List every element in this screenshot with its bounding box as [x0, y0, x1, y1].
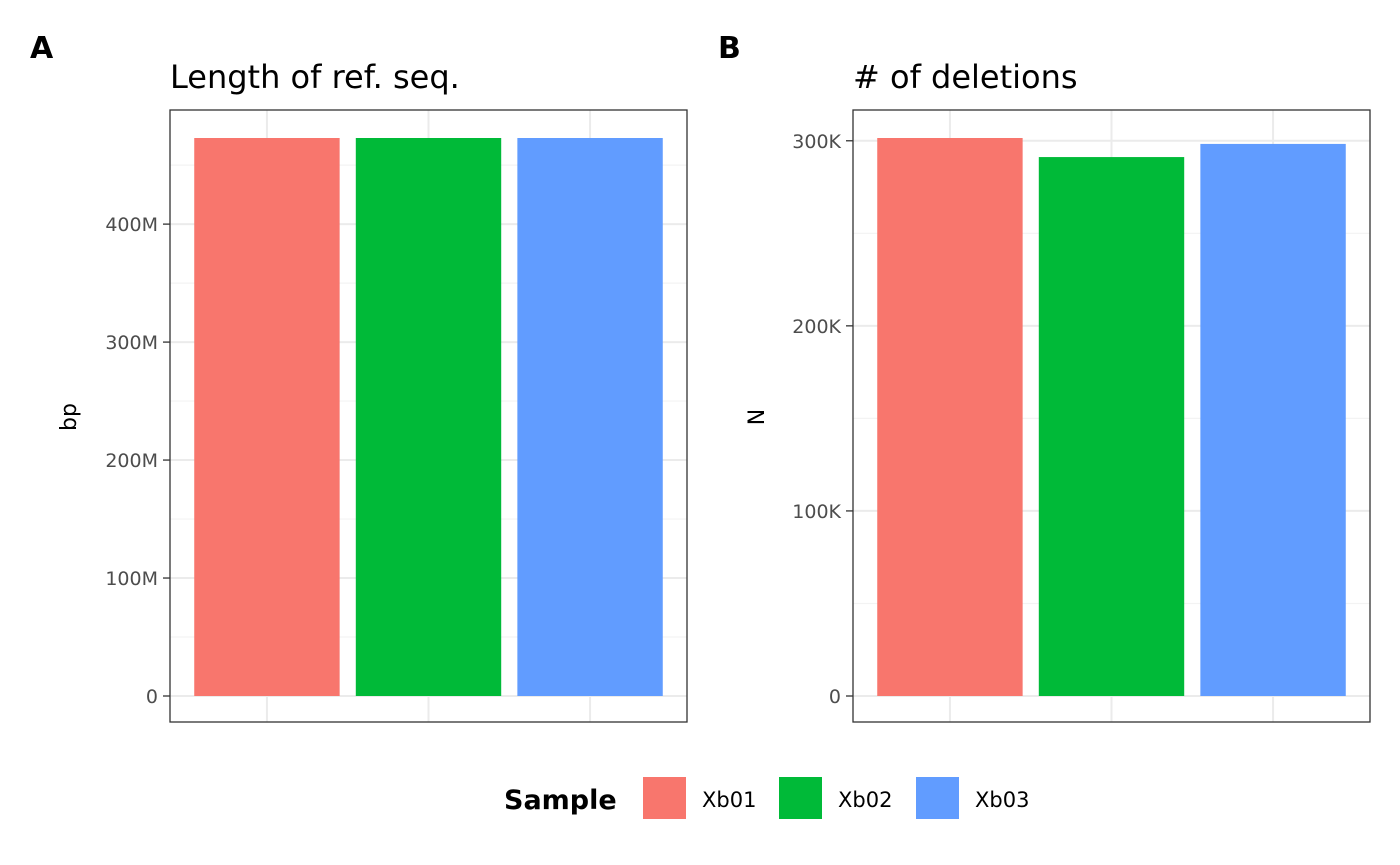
panel-a-y-tick-label: 200M: [105, 450, 158, 472]
panel-a-y-ticks: 0 100M 200M 300M 400M: [105, 214, 170, 708]
panel-a: A Length of ref. seq. bp 0 100M 200M 300M 40…: [30, 31, 688, 723]
panel-a-bar-xb03: [517, 138, 663, 696]
panel-a-bar-xb01: [194, 138, 340, 696]
panel-a-tag: A: [30, 31, 54, 66]
panel-b-bar-xb02: [1038, 157, 1185, 696]
panel-a-bar-xb02: [355, 138, 502, 696]
panel-a-y-tick-label: 100M: [105, 568, 158, 590]
panel-a-y-tick-label: 400M: [105, 214, 158, 236]
panel-b-title: # of deletions: [853, 58, 1078, 96]
panel-b-y-axis-label: N: [745, 409, 770, 425]
legend-key-xb02: [779, 777, 822, 819]
panel-b-tag: B: [718, 31, 741, 66]
legend-label-xb03: Xb03: [975, 788, 1029, 812]
panel-b: B # of deletions N 0 100K 200K 300K: [718, 31, 1371, 723]
legend-key-xb01: [643, 777, 686, 819]
panel-a-title: Length of ref. seq.: [170, 58, 460, 96]
legend-title: Sample: [504, 785, 617, 816]
panel-b-y-tick-label: 200K: [792, 316, 841, 338]
panel-b-bar-xb01: [877, 138, 1023, 696]
panel-a-bars: [194, 138, 663, 696]
legend-key-xb03: [916, 777, 959, 819]
panel-b-bar-xb03: [1200, 143, 1346, 697]
panel-b-y-tick-label: 0: [829, 686, 841, 708]
panel-a-y-tick-label: 0: [146, 686, 158, 708]
panel-b-border: [852, 109, 1371, 723]
legend-items: Xb01 Xb02 Xb03: [643, 777, 1029, 819]
panel-b-bars: [877, 138, 1346, 697]
panel-a-y-tick-label: 300M: [105, 332, 158, 354]
panel-b-y-tick-label: 100K: [792, 501, 841, 523]
legend: Sample Xb01 Xb02 Xb03: [504, 777, 1029, 819]
panel-b-y-tick-label: 300K: [792, 131, 841, 153]
legend-label-xb02: Xb02: [838, 788, 892, 812]
panel-b-y-ticks: 0 100K 200K 300K: [792, 131, 853, 708]
panel-a-y-axis-label: bp: [57, 403, 82, 431]
panel-a-border: [169, 109, 688, 723]
legend-label-xb01: Xb01: [702, 788, 756, 812]
